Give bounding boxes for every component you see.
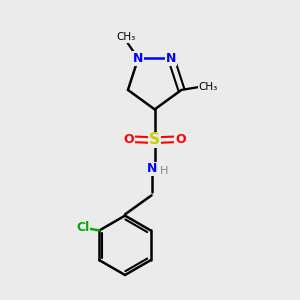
Text: N: N [146, 162, 157, 175]
Text: O: O [124, 133, 134, 146]
Text: H: H [160, 166, 168, 176]
Text: CH₃: CH₃ [117, 32, 136, 42]
Text: S: S [149, 133, 160, 148]
Text: Cl: Cl [76, 221, 90, 235]
Text: N: N [166, 52, 176, 65]
Text: CH₃: CH₃ [198, 82, 218, 92]
Text: O: O [175, 133, 186, 146]
Text: N: N [133, 52, 143, 65]
